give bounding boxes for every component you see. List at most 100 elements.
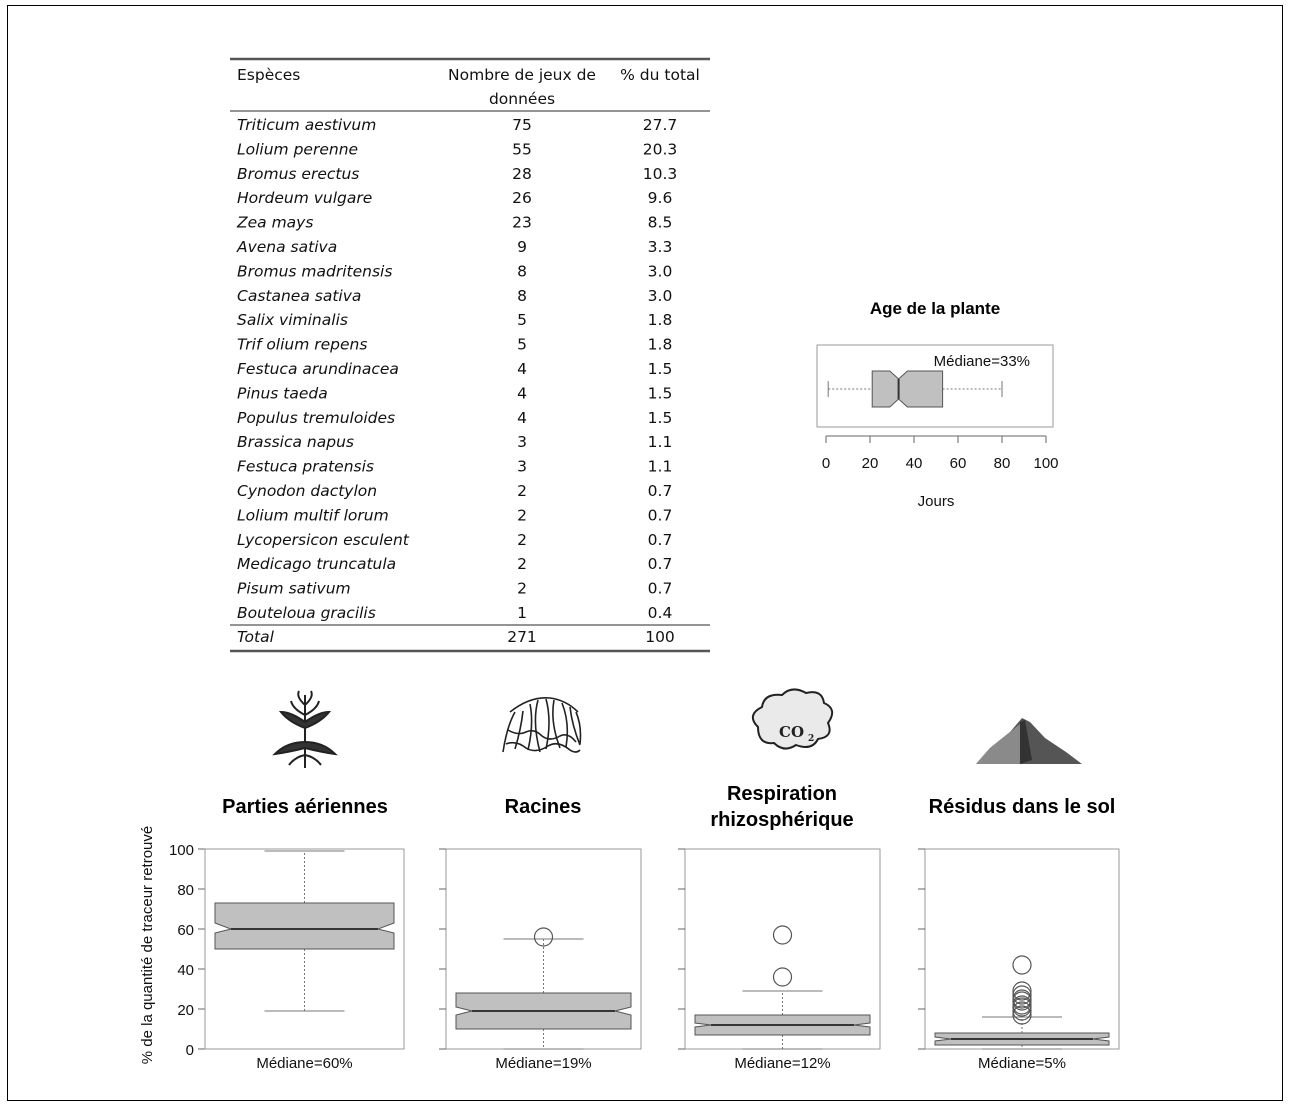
percent-total: 1.5 (648, 360, 673, 378)
y-tick-label: 40 (177, 962, 194, 979)
percent-total: 20.3 (643, 140, 678, 158)
species-name: Zea mays (236, 214, 313, 232)
header-percent: % du total (620, 66, 700, 84)
species-name: Pinus taeda (237, 384, 328, 402)
age-chart-plot-area (816, 344, 1054, 428)
boxplot-panel: Médiane=19% (439, 848, 642, 1072)
outlier-point (1012, 989, 1032, 1009)
header-count-line2: données (489, 90, 555, 108)
total-count: 271 (507, 628, 537, 646)
age-chart-title: Age de la plante (870, 299, 1000, 318)
dataset-count: 3 (517, 433, 527, 451)
dataset-count: 2 (517, 555, 527, 573)
y-tick-label: 60 (177, 922, 194, 939)
outlier-point (772, 967, 793, 987)
boxplot-panel: Médiane=12% (678, 848, 881, 1072)
species-name: Lolium multif lorum (237, 506, 389, 524)
species-name: Hordeum vulgare (237, 189, 372, 207)
species-name: Avena sativa (236, 238, 337, 256)
percent-total: 0.7 (648, 580, 673, 598)
total-percent: 100 (645, 628, 675, 646)
dataset-count: 28 (512, 165, 532, 183)
age-box (871, 370, 944, 408)
median-label: Médiane=60% (256, 1055, 352, 1072)
percent-total: 3.3 (648, 238, 673, 256)
co2-text: CO (779, 723, 804, 741)
figure-frame (7, 5, 1283, 1101)
y-tick-label: 20 (177, 1002, 194, 1019)
species-name: Populus tremuloides (237, 409, 395, 427)
boxplot-panel: Médiane=60% (204, 848, 405, 1072)
outlier-point (1012, 955, 1032, 975)
median-label: Médiane=12% (734, 1055, 830, 1072)
median-label: Médiane=19% (495, 1055, 591, 1072)
outlier-point (1012, 985, 1032, 1005)
species-name: Festuca arundinacea (237, 360, 399, 378)
age-x-tick-label: 20 (862, 455, 879, 472)
age-x-label: Jours (918, 493, 955, 510)
species-name: Triticum aestivum (237, 116, 376, 134)
dataset-count: 2 (517, 506, 527, 524)
species-name: Pisum sativum (237, 580, 351, 598)
percent-total: 3.0 (648, 262, 673, 280)
age-chart: Age de la plante Médiane=33% 0 20 40 60 80 10… (816, 299, 1059, 510)
species-table: Espèces Nombre de jeux de données % du t… (230, 57, 710, 653)
percent-total: 3.0 (648, 287, 673, 305)
dataset-count: 4 (517, 409, 527, 427)
panel-title-respiration: Respiration (727, 783, 837, 805)
dataset-count: 5 (517, 311, 527, 329)
svg-text:2: 2 (808, 734, 814, 744)
percent-total: 0.7 (648, 482, 673, 500)
outlier-point (1012, 995, 1032, 1015)
percent-total: 1.5 (648, 384, 673, 402)
dataset-count: 8 (517, 262, 527, 280)
species-name: Cynodon dactylon (237, 482, 377, 500)
species-name: Brassica napus (237, 433, 354, 451)
y-tick-label: 0 (186, 1042, 194, 1059)
dataset-count: 55 (512, 140, 532, 158)
species-name: Trif olium repens (237, 336, 367, 354)
dataset-count: 1 (517, 604, 527, 622)
age-x-tick-label: 80 (994, 455, 1011, 472)
species-name: Salix viminalis (237, 311, 348, 329)
median-label: Médiane=5% (978, 1055, 1066, 1072)
dataset-count: 2 (517, 531, 527, 549)
species-name: Castanea sativa (237, 287, 361, 305)
age-x-tick-label: 60 (950, 455, 967, 472)
percent-total: 0.7 (648, 555, 673, 573)
species-name: Bromus erectus (237, 165, 359, 183)
dataset-count: 26 (512, 189, 532, 207)
roots-icon (502, 696, 582, 753)
co2-cloud-icon: CO 2 (751, 688, 834, 750)
soil-pile-icon (976, 718, 1082, 764)
dataset-count: 3 (517, 458, 527, 476)
dataset-count: 8 (517, 287, 527, 305)
dataset-count: 4 (517, 384, 527, 402)
percent-total: 8.5 (648, 214, 673, 232)
age-median-label: Médiane=33% (934, 353, 1030, 370)
percent-total: 1.8 (648, 311, 673, 329)
species-name: Lycopersicon esculent (237, 531, 410, 549)
percent-total: 27.7 (643, 116, 678, 134)
percent-total: 1.1 (648, 433, 673, 451)
dataset-count: 5 (517, 336, 527, 354)
outlier-point (533, 927, 554, 947)
percent-total: 0.7 (648, 506, 673, 524)
total-label: Total (237, 628, 275, 646)
age-x-tick-label: 40 (906, 455, 923, 472)
species-name: Medicago truncatula (237, 555, 396, 573)
dataset-count: 2 (517, 482, 527, 500)
y-axis-label: % de la quantité de traceur retrouvé (139, 826, 156, 1064)
panel-plot-area (204, 848, 405, 1050)
panel-title-respiration-line2: rhizosphérique (710, 809, 853, 831)
percent-total: 0.7 (648, 531, 673, 549)
outlier-point (1012, 1001, 1032, 1021)
y-tick-label: 100 (169, 842, 194, 859)
y-tick-label: 80 (177, 882, 194, 899)
dataset-count: 23 (512, 214, 532, 232)
percent-total: 1.1 (648, 458, 673, 476)
boxplot-panel: Médiane=5% (918, 848, 1120, 1072)
age-x-tick-label: 100 (1033, 455, 1058, 472)
species-name: Festuca pratensis (237, 458, 374, 476)
species-name: Bromus madritensis (237, 262, 392, 280)
